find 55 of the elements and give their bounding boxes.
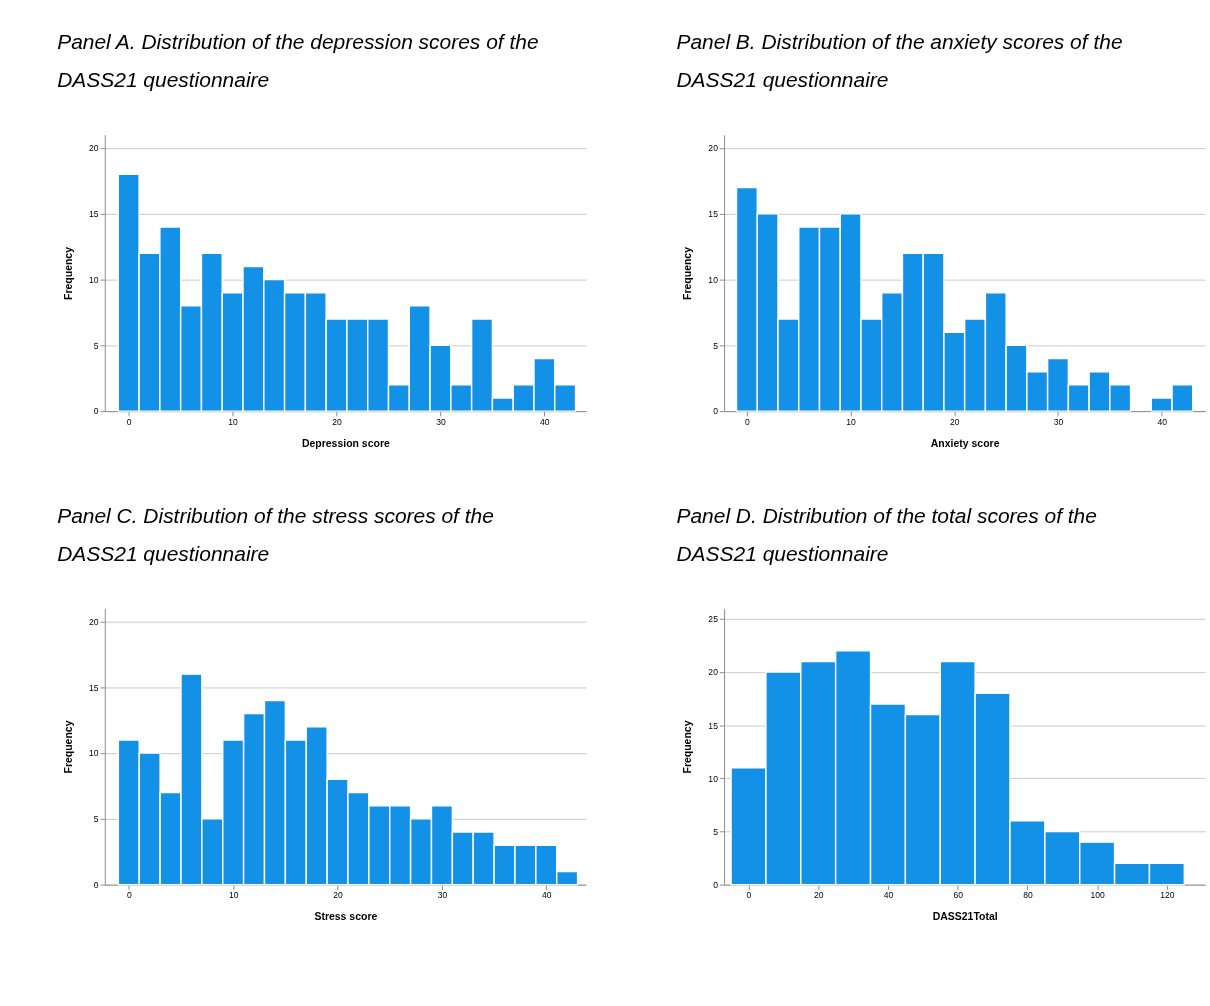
x-tick-label: 100 bbox=[1090, 890, 1106, 901]
chart-title: Panel A. Distribution of the depression scores of the DASS21 questionnaire bbox=[57, 30, 539, 92]
y-tick-label: 15 bbox=[89, 682, 99, 693]
y-tick-label: 5 bbox=[713, 826, 719, 837]
x-tick-label: 120 bbox=[1160, 890, 1175, 901]
x-axis-title: Anxiety score bbox=[930, 437, 1000, 449]
y-tick-label: 15 bbox=[708, 720, 719, 731]
y-tick-label: 0 bbox=[93, 880, 99, 890]
chart-title: Panel C. Distribution of the stress scores of the DASS21 questionnaire bbox=[57, 503, 494, 565]
x-axis-title: DASS21Total bbox=[932, 911, 998, 923]
y-tick-label: 0 bbox=[713, 406, 719, 417]
y-axis-title: Frequency bbox=[62, 720, 74, 774]
y-tick-label: 20 bbox=[708, 667, 719, 678]
x-tick-label: 20 bbox=[333, 890, 344, 901]
x-tick-label: 40 bbox=[540, 416, 550, 427]
x-tick-label: 20 bbox=[332, 416, 343, 427]
x-tick-label: 30 bbox=[436, 416, 446, 427]
x-tick-label: 40 bbox=[883, 890, 894, 901]
x-tick-label: 40 bbox=[542, 890, 552, 901]
chart-title: Panel D. Distribution of the total scores of the DASS21 questionnaire bbox=[676, 503, 1097, 565]
x-tick-label: 60 bbox=[953, 890, 964, 901]
x-tick-label: 0 bbox=[126, 416, 132, 427]
x-tick-label: 20 bbox=[813, 890, 824, 901]
y-tick-label: 20 bbox=[89, 616, 99, 627]
y-axis-title: Frequency bbox=[682, 720, 694, 774]
y-tick-label: 0 bbox=[93, 406, 99, 417]
x-tick-label: 0 bbox=[126, 890, 132, 901]
y-tick-label: 20 bbox=[708, 143, 719, 154]
x-axis-title: Stress score bbox=[314, 911, 378, 923]
y-axis-title: Frequency bbox=[62, 246, 74, 300]
x-tick-label: 0 bbox=[745, 416, 750, 427]
x-tick-label: 10 bbox=[846, 416, 857, 427]
y-tick-label: 10 bbox=[89, 274, 99, 285]
y-tick-label: 15 bbox=[89, 209, 99, 220]
chart-title: Panel B. Distribution of the anxiety scores of the DASS21 questionnaire bbox=[676, 30, 1123, 92]
y-tick-label: 20 bbox=[89, 143, 99, 154]
y-tick-label: 10 bbox=[708, 274, 719, 285]
x-tick-label: 30 bbox=[437, 890, 448, 901]
y-tick-label: 10 bbox=[708, 773, 719, 784]
y-tick-label: 0 bbox=[713, 880, 719, 890]
x-axis-title: Depression score bbox=[301, 437, 390, 449]
y-tick-label: 5 bbox=[93, 814, 99, 825]
x-tick-label: 0 bbox=[746, 890, 752, 901]
y-tick-label: 10 bbox=[89, 748, 99, 759]
y-tick-label: 15 bbox=[708, 209, 719, 220]
x-tick-label: 20 bbox=[950, 416, 960, 427]
x-tick-label: 30 bbox=[1053, 416, 1064, 427]
y-tick-label: 5 bbox=[93, 340, 99, 351]
y-axis-title: Frequency bbox=[682, 246, 694, 300]
x-tick-label: 80 bbox=[1023, 890, 1033, 901]
x-tick-label: 10 bbox=[228, 416, 239, 427]
y-tick-label: 25 bbox=[708, 614, 719, 625]
x-tick-label: 10 bbox=[228, 890, 239, 901]
y-tick-label: 5 bbox=[713, 340, 719, 351]
x-tick-label: 40 bbox=[1157, 416, 1168, 427]
